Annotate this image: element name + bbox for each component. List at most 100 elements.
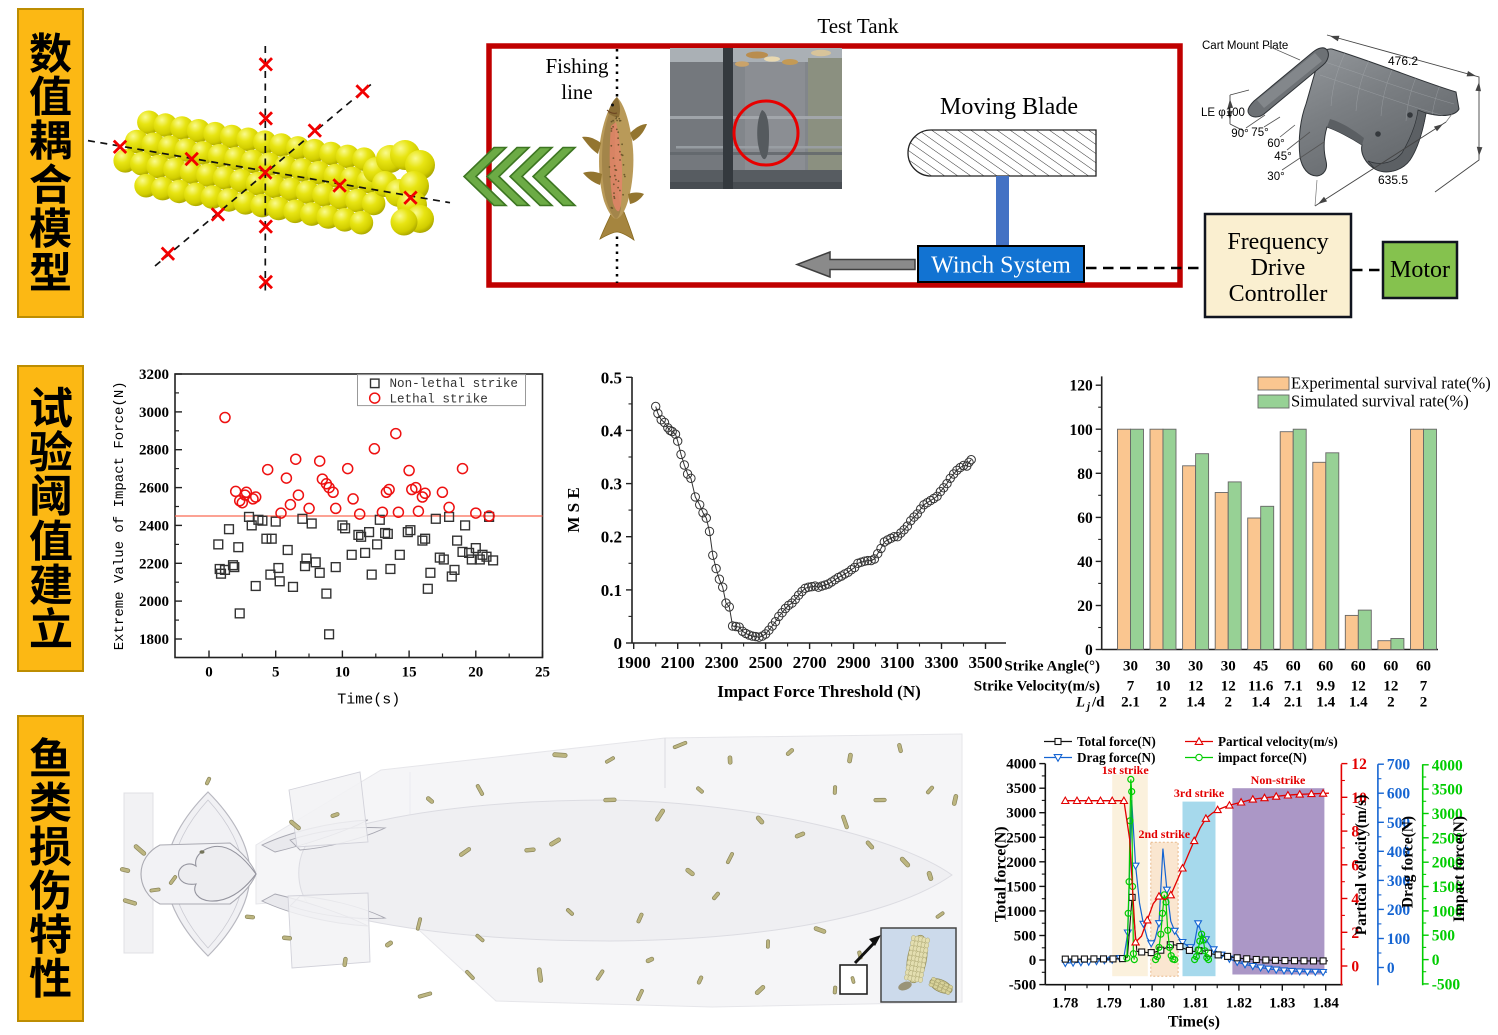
svg-text:Winch System: Winch System <box>931 253 1071 279</box>
svg-text:2200: 2200 <box>139 556 169 572</box>
svg-text:3500: 3500 <box>1432 782 1463 799</box>
svg-text:Motor: Motor <box>1390 257 1450 283</box>
svg-text:/d: /d <box>1091 695 1105 711</box>
svg-text:4000: 4000 <box>1432 757 1463 774</box>
svg-text:20: 20 <box>468 665 483 681</box>
svg-text:8: 8 <box>1351 824 1359 841</box>
svg-text:Lethal strike: Lethal strike <box>390 393 488 407</box>
svg-text:1800: 1800 <box>139 632 169 648</box>
svg-text:60: 60 <box>1286 659 1301 675</box>
svg-text:impact force(N): impact force(N) <box>1218 750 1307 765</box>
svg-text:30: 30 <box>1188 659 1203 675</box>
svg-text:2.1: 2.1 <box>1284 695 1303 711</box>
svg-text:0: 0 <box>205 665 213 681</box>
svg-text:10: 10 <box>1156 679 1171 695</box>
svg-text:20: 20 <box>1077 598 1093 615</box>
svg-text:2500: 2500 <box>1432 830 1463 847</box>
svg-text:1.80: 1.80 <box>1139 996 1165 1012</box>
svg-text:2: 2 <box>1159 695 1167 711</box>
svg-text:7: 7 <box>1127 679 1135 695</box>
svg-text:120: 120 <box>1069 378 1093 395</box>
svg-text:2000: 2000 <box>139 594 169 610</box>
svg-text:30: 30 <box>1221 659 1236 675</box>
svg-text:Extreme Value of Impact Force(: Extreme Value of Impact Force(N) <box>112 381 128 650</box>
svg-text:2: 2 <box>1351 925 1359 942</box>
svg-text:30: 30 <box>1156 659 1171 675</box>
svg-text:2100: 2100 <box>661 653 695 672</box>
svg-text:1000: 1000 <box>1432 903 1463 920</box>
svg-text:Drag force(N): Drag force(N) <box>1077 750 1155 765</box>
svg-text:Partical velocity(m/s): Partical velocity(m/s) <box>1218 734 1338 749</box>
svg-text:1.4: 1.4 <box>1251 695 1270 711</box>
svg-text:3000: 3000 <box>1006 806 1036 822</box>
svg-text:2900: 2900 <box>837 653 871 672</box>
svg-text:7.1: 7.1 <box>1284 679 1303 695</box>
svg-text:40: 40 <box>1077 554 1093 571</box>
svg-text:-500: -500 <box>1009 978 1037 994</box>
svg-text:2400: 2400 <box>139 518 169 534</box>
svg-text:Test Tank: Test Tank <box>817 14 899 38</box>
svg-text:45: 45 <box>1253 659 1268 675</box>
svg-text:-500: -500 <box>1432 976 1461 993</box>
svg-text:75°: 75° <box>1251 127 1268 139</box>
svg-text:2: 2 <box>1420 695 1428 711</box>
svg-text:700: 700 <box>1387 757 1411 774</box>
svg-text:1500: 1500 <box>1006 879 1036 895</box>
svg-text:300: 300 <box>1387 873 1411 890</box>
svg-text:9.9: 9.9 <box>1316 679 1335 695</box>
svg-text:80: 80 <box>1077 466 1093 483</box>
svg-text:1000: 1000 <box>1006 904 1036 920</box>
svg-text:7: 7 <box>1420 679 1428 695</box>
svg-text:60°: 60° <box>1267 138 1284 150</box>
svg-text:Frequency: Frequency <box>1227 229 1328 255</box>
svg-text:3300: 3300 <box>925 653 959 672</box>
svg-text:4: 4 <box>1351 891 1359 908</box>
svg-text:0: 0 <box>1351 959 1359 976</box>
svg-text:Total force(N): Total force(N) <box>992 826 1009 922</box>
svg-text:0: 0 <box>1387 960 1395 977</box>
svg-text:3rd strike: 3rd strike <box>1174 786 1225 800</box>
svg-text:3000: 3000 <box>1432 806 1463 823</box>
svg-text:Strike Angle(°): Strike Angle(°) <box>1004 659 1100 675</box>
svg-text:476.2: 476.2 <box>1388 54 1418 68</box>
svg-text:Strike Velocity(m/s): Strike Velocity(m/s) <box>974 679 1100 695</box>
svg-text:1.79: 1.79 <box>1096 996 1122 1012</box>
svg-text:60: 60 <box>1077 510 1093 527</box>
svg-text:2: 2 <box>1224 695 1232 711</box>
svg-text:Time(s): Time(s) <box>337 692 400 709</box>
svg-text:6: 6 <box>1351 857 1359 874</box>
svg-text:Experimental survival rate(%): Experimental survival rate(%) <box>1291 374 1491 393</box>
svg-text:1.4: 1.4 <box>1186 695 1205 711</box>
svg-text:1.84: 1.84 <box>1313 996 1340 1012</box>
svg-text:11.6: 11.6 <box>1248 679 1274 695</box>
svg-text:3500: 3500 <box>1006 781 1036 797</box>
svg-text:500: 500 <box>1432 928 1456 945</box>
svg-text:10: 10 <box>335 665 350 681</box>
svg-text:15: 15 <box>402 665 417 681</box>
svg-text:j: j <box>1085 701 1091 713</box>
svg-text:2: 2 <box>1387 695 1395 711</box>
svg-text:Non-strike: Non-strike <box>1251 773 1306 787</box>
svg-text:600: 600 <box>1387 786 1411 803</box>
svg-text:Cart Mount Plate: Cart Mount Plate <box>1202 40 1288 52</box>
svg-text:12: 12 <box>1188 679 1203 695</box>
svg-text:2500: 2500 <box>749 653 783 672</box>
svg-text:2700: 2700 <box>793 653 827 672</box>
svg-text:12: 12 <box>1383 679 1398 695</box>
svg-text:500: 500 <box>1387 815 1411 832</box>
svg-text:4000: 4000 <box>1006 757 1036 773</box>
svg-text:Total force(N): Total force(N) <box>1077 734 1156 749</box>
svg-text:5: 5 <box>272 665 280 681</box>
svg-text:635.5: 635.5 <box>1378 173 1408 187</box>
svg-text:2600: 2600 <box>139 481 169 497</box>
svg-text:3200: 3200 <box>139 367 169 383</box>
svg-text:30°: 30° <box>1267 171 1284 183</box>
svg-text:0: 0 <box>614 634 623 653</box>
svg-text:Drag force(N): Drag force(N) <box>1400 816 1417 908</box>
svg-text:2nd strike: 2nd strike <box>1138 827 1190 841</box>
svg-text:2.1: 2.1 <box>1121 695 1140 711</box>
svg-text:45°: 45° <box>1274 151 1291 163</box>
svg-text:0: 0 <box>1432 952 1440 969</box>
svg-text:100: 100 <box>1069 422 1093 439</box>
svg-text:400: 400 <box>1387 844 1411 861</box>
